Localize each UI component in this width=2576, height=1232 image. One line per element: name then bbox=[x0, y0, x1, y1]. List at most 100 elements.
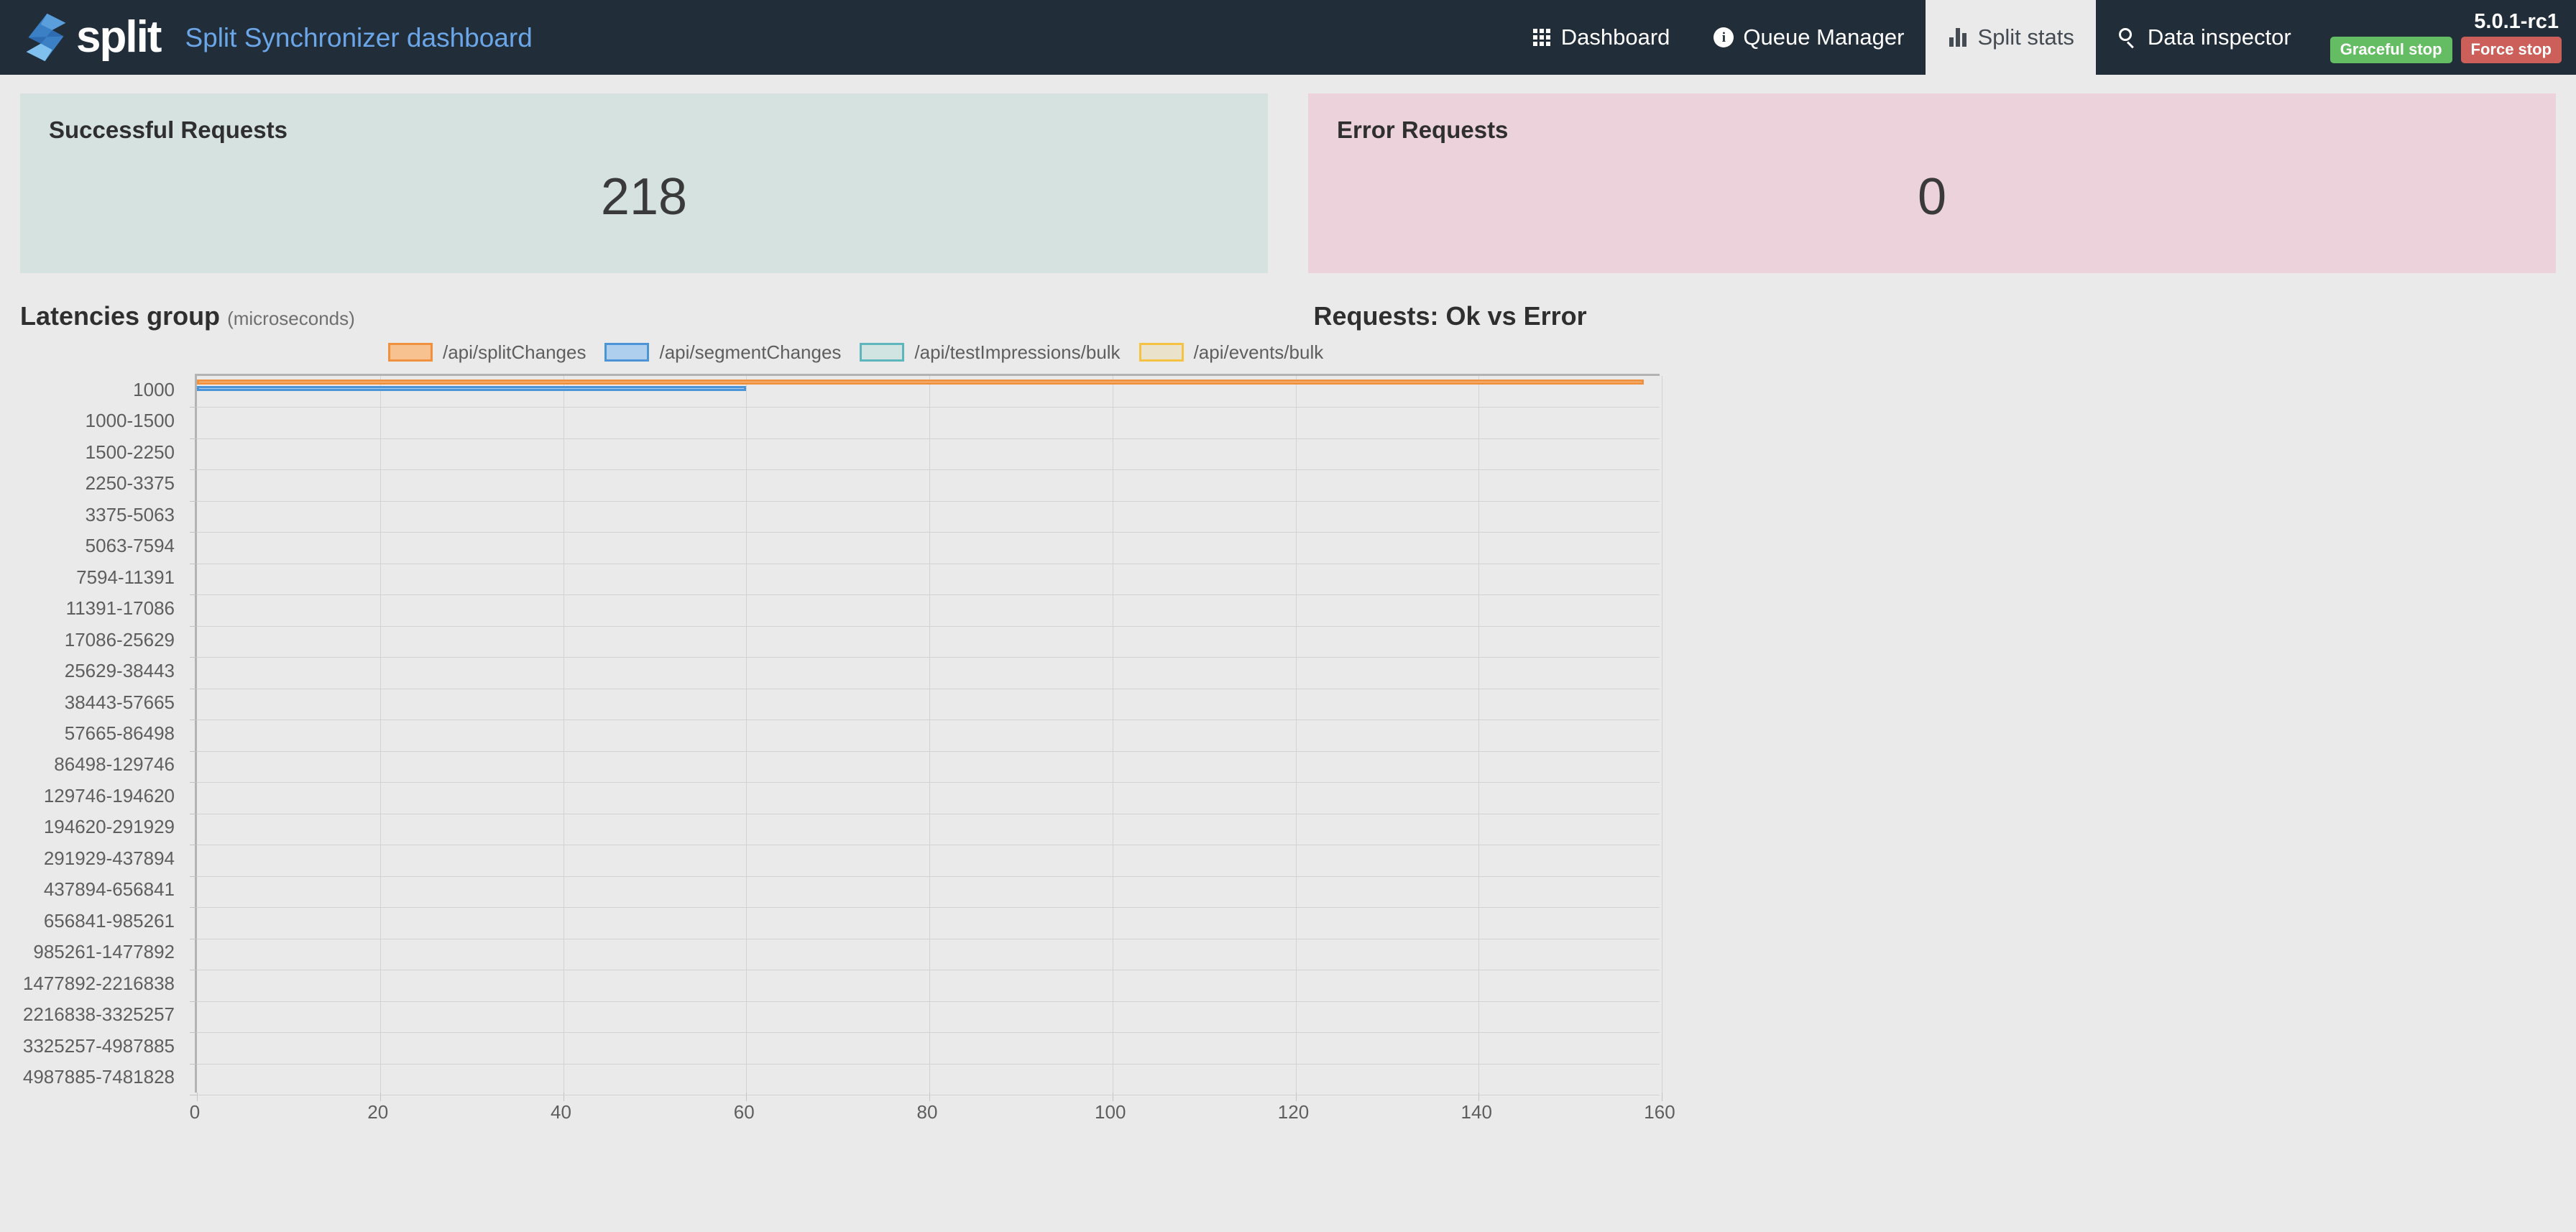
card-successful-requests: Successful Requests 218 bbox=[20, 93, 1268, 273]
chart-y-label: 57665-86498 bbox=[64, 722, 175, 744]
chart-y-label: 17086-25629 bbox=[64, 628, 175, 651]
legend-item[interactable]: /api/segmentChanges bbox=[604, 343, 841, 362]
chart-y-tick bbox=[190, 782, 197, 783]
chart-y-label: 86498-129746 bbox=[54, 753, 175, 776]
legend-swatch bbox=[388, 343, 433, 362]
brand[interactable]: split Split Synchronizer dashboard bbox=[20, 12, 533, 63]
chart-gridline-horizontal bbox=[197, 438, 1660, 439]
version-label: 5.0.1-rc1 bbox=[2474, 10, 2559, 34]
top-navbar: split Split Synchronizer dashboard Dashb… bbox=[0, 0, 2576, 75]
chart-gridline-horizontal bbox=[197, 657, 1660, 658]
legend-swatch bbox=[604, 343, 650, 362]
chart-y-label: 11391-17086 bbox=[65, 597, 175, 620]
chart-x-tick bbox=[1295, 1093, 1297, 1101]
bar-chart-icon bbox=[1947, 27, 1969, 48]
chart-y-label: 5063-7594 bbox=[85, 535, 175, 557]
page-title: Split Synchronizer dashboard bbox=[185, 22, 533, 52]
chart-gridline-horizontal bbox=[197, 532, 1660, 533]
chart-x-tick bbox=[380, 1093, 381, 1101]
card-title-error: Error Requests bbox=[1337, 116, 1509, 143]
chart-bar bbox=[197, 385, 747, 391]
nav-label-dashboard: Dashboard bbox=[1560, 24, 1670, 50]
split-logo-icon bbox=[26, 13, 66, 62]
nav-item-split-stats[interactable]: Split stats bbox=[1926, 0, 2096, 75]
chart-gridline-vertical bbox=[746, 376, 748, 1093]
chart-y-tick bbox=[190, 1032, 197, 1034]
chart-y-label: 3325257-4987885 bbox=[22, 1034, 175, 1057]
legend-item[interactable]: /api/events/bulk bbox=[1138, 341, 1324, 363]
chart-x-tick bbox=[746, 1093, 748, 1101]
chart-x-tick bbox=[197, 1093, 198, 1101]
graceful-stop-button[interactable]: Graceful stop bbox=[2329, 37, 2452, 63]
chart-x-tick bbox=[1478, 1093, 1480, 1101]
card-title-successful: Successful Requests bbox=[49, 116, 288, 143]
chart-y-label: 4987885-7481828 bbox=[22, 1066, 175, 1088]
chart-y-label: 129746-194620 bbox=[43, 784, 175, 806]
legend-label: /api/events/bulk bbox=[1193, 341, 1324, 363]
chart-gridline-horizontal bbox=[197, 469, 1660, 471]
chart-y-label: 1000-1500 bbox=[85, 410, 175, 432]
chart-y-label: 7594-11391 bbox=[76, 566, 175, 588]
chart-gridline-horizontal bbox=[197, 594, 1660, 596]
nav-item-queue-manager[interactable]: Queue Manager bbox=[1691, 0, 1926, 75]
chart-gridline-horizontal bbox=[197, 625, 1660, 627]
chart-y-tick bbox=[190, 438, 197, 439]
nav-label-data-inspector: Data inspector bbox=[2147, 24, 2291, 50]
chart-x-tick bbox=[929, 1093, 930, 1101]
chart-x-label: 20 bbox=[367, 1101, 389, 1123]
chart-y-label: 2250-3375 bbox=[85, 472, 175, 495]
chart-y-label: 1500-2250 bbox=[85, 441, 175, 463]
grid-icon bbox=[1531, 27, 1552, 48]
search-icon bbox=[2117, 27, 2139, 48]
legend-label: /api/segmentChanges bbox=[659, 341, 842, 363]
chart-y-label: 25629-38443 bbox=[64, 660, 175, 682]
requests-section-title: Requests: Ok vs Error bbox=[1313, 301, 1587, 331]
chart-y-tick bbox=[190, 594, 197, 596]
chart-y-tick bbox=[190, 657, 197, 658]
chart-y-label: 985261-1477892 bbox=[33, 941, 175, 963]
nav-item-dashboard[interactable]: Dashboard bbox=[1509, 0, 1692, 75]
chart-gridline-horizontal bbox=[197, 500, 1660, 502]
nav-item-data-inspector[interactable]: Data inspector bbox=[2096, 0, 2313, 75]
latencies-chart: /api/splitChanges/api/segmentChanges/api… bbox=[0, 342, 2576, 1147]
latencies-title-text: Latencies group bbox=[20, 301, 221, 331]
chart-x-label: 80 bbox=[916, 1101, 938, 1123]
chart-x-label: 160 bbox=[1644, 1101, 1675, 1123]
chart-x-axis-labels: 0 20 40 60 80 100 120 140 160 bbox=[190, 1101, 1675, 1131]
legend-item[interactable]: /api/testImpressions/bulk bbox=[860, 341, 1121, 363]
force-stop-button[interactable]: Force stop bbox=[2460, 37, 2562, 63]
chart-gridline-vertical bbox=[1295, 376, 1297, 1093]
chart-y-label: 656841-985261 bbox=[43, 909, 175, 932]
legend-item[interactable]: /api/splitChanges bbox=[388, 343, 586, 362]
chart-x-label: 100 bbox=[1095, 1101, 1126, 1123]
legend-swatch bbox=[860, 343, 905, 362]
card-value-error: 0 bbox=[1917, 168, 1947, 226]
chart-y-label: 1477892-2216838 bbox=[22, 972, 175, 994]
chart-gridline-horizontal bbox=[197, 1032, 1660, 1034]
chart-x-label: 120 bbox=[1277, 1101, 1310, 1123]
chart-gridline-vertical bbox=[1478, 376, 1480, 1093]
chart-y-tick bbox=[190, 1001, 197, 1002]
chart-y-tick bbox=[190, 407, 197, 408]
chart-gridline-horizontal bbox=[197, 750, 1660, 752]
navbar-right: Dashboard Queue Manager Split stats Data… bbox=[1509, 0, 2576, 75]
nav-label-queue-manager: Queue Manager bbox=[1743, 24, 1905, 50]
chart-y-tick bbox=[190, 875, 197, 877]
chart-x-label: 60 bbox=[733, 1101, 755, 1123]
chart-gridline-horizontal bbox=[197, 875, 1660, 877]
legend-label: /api/splitChanges bbox=[443, 341, 586, 363]
chart-gridline-horizontal bbox=[197, 782, 1660, 783]
chart-y-label: 38443-57665 bbox=[64, 691, 175, 713]
chart-gridline-vertical bbox=[380, 376, 381, 1093]
chart-legend: /api/splitChanges/api/segmentChanges/api… bbox=[388, 343, 1342, 362]
chart-gridline-vertical bbox=[929, 376, 930, 1093]
latencies-section-title: Latencies group (microseconds) bbox=[20, 303, 1263, 329]
version-and-controls: 5.0.1-rc1 Graceful stop Force stop bbox=[2313, 0, 2576, 75]
card-value-successful: 218 bbox=[600, 168, 688, 226]
stat-cards: Successful Requests 218 Error Requests 0 bbox=[0, 75, 2576, 273]
chart-y-tick bbox=[190, 1063, 197, 1065]
chart-x-label: 140 bbox=[1460, 1101, 1492, 1123]
chart-plot-area bbox=[190, 374, 1662, 1101]
nav-label-split-stats: Split stats bbox=[1977, 24, 2074, 50]
legend-label: /api/testImpressions/bulk bbox=[914, 341, 1121, 363]
